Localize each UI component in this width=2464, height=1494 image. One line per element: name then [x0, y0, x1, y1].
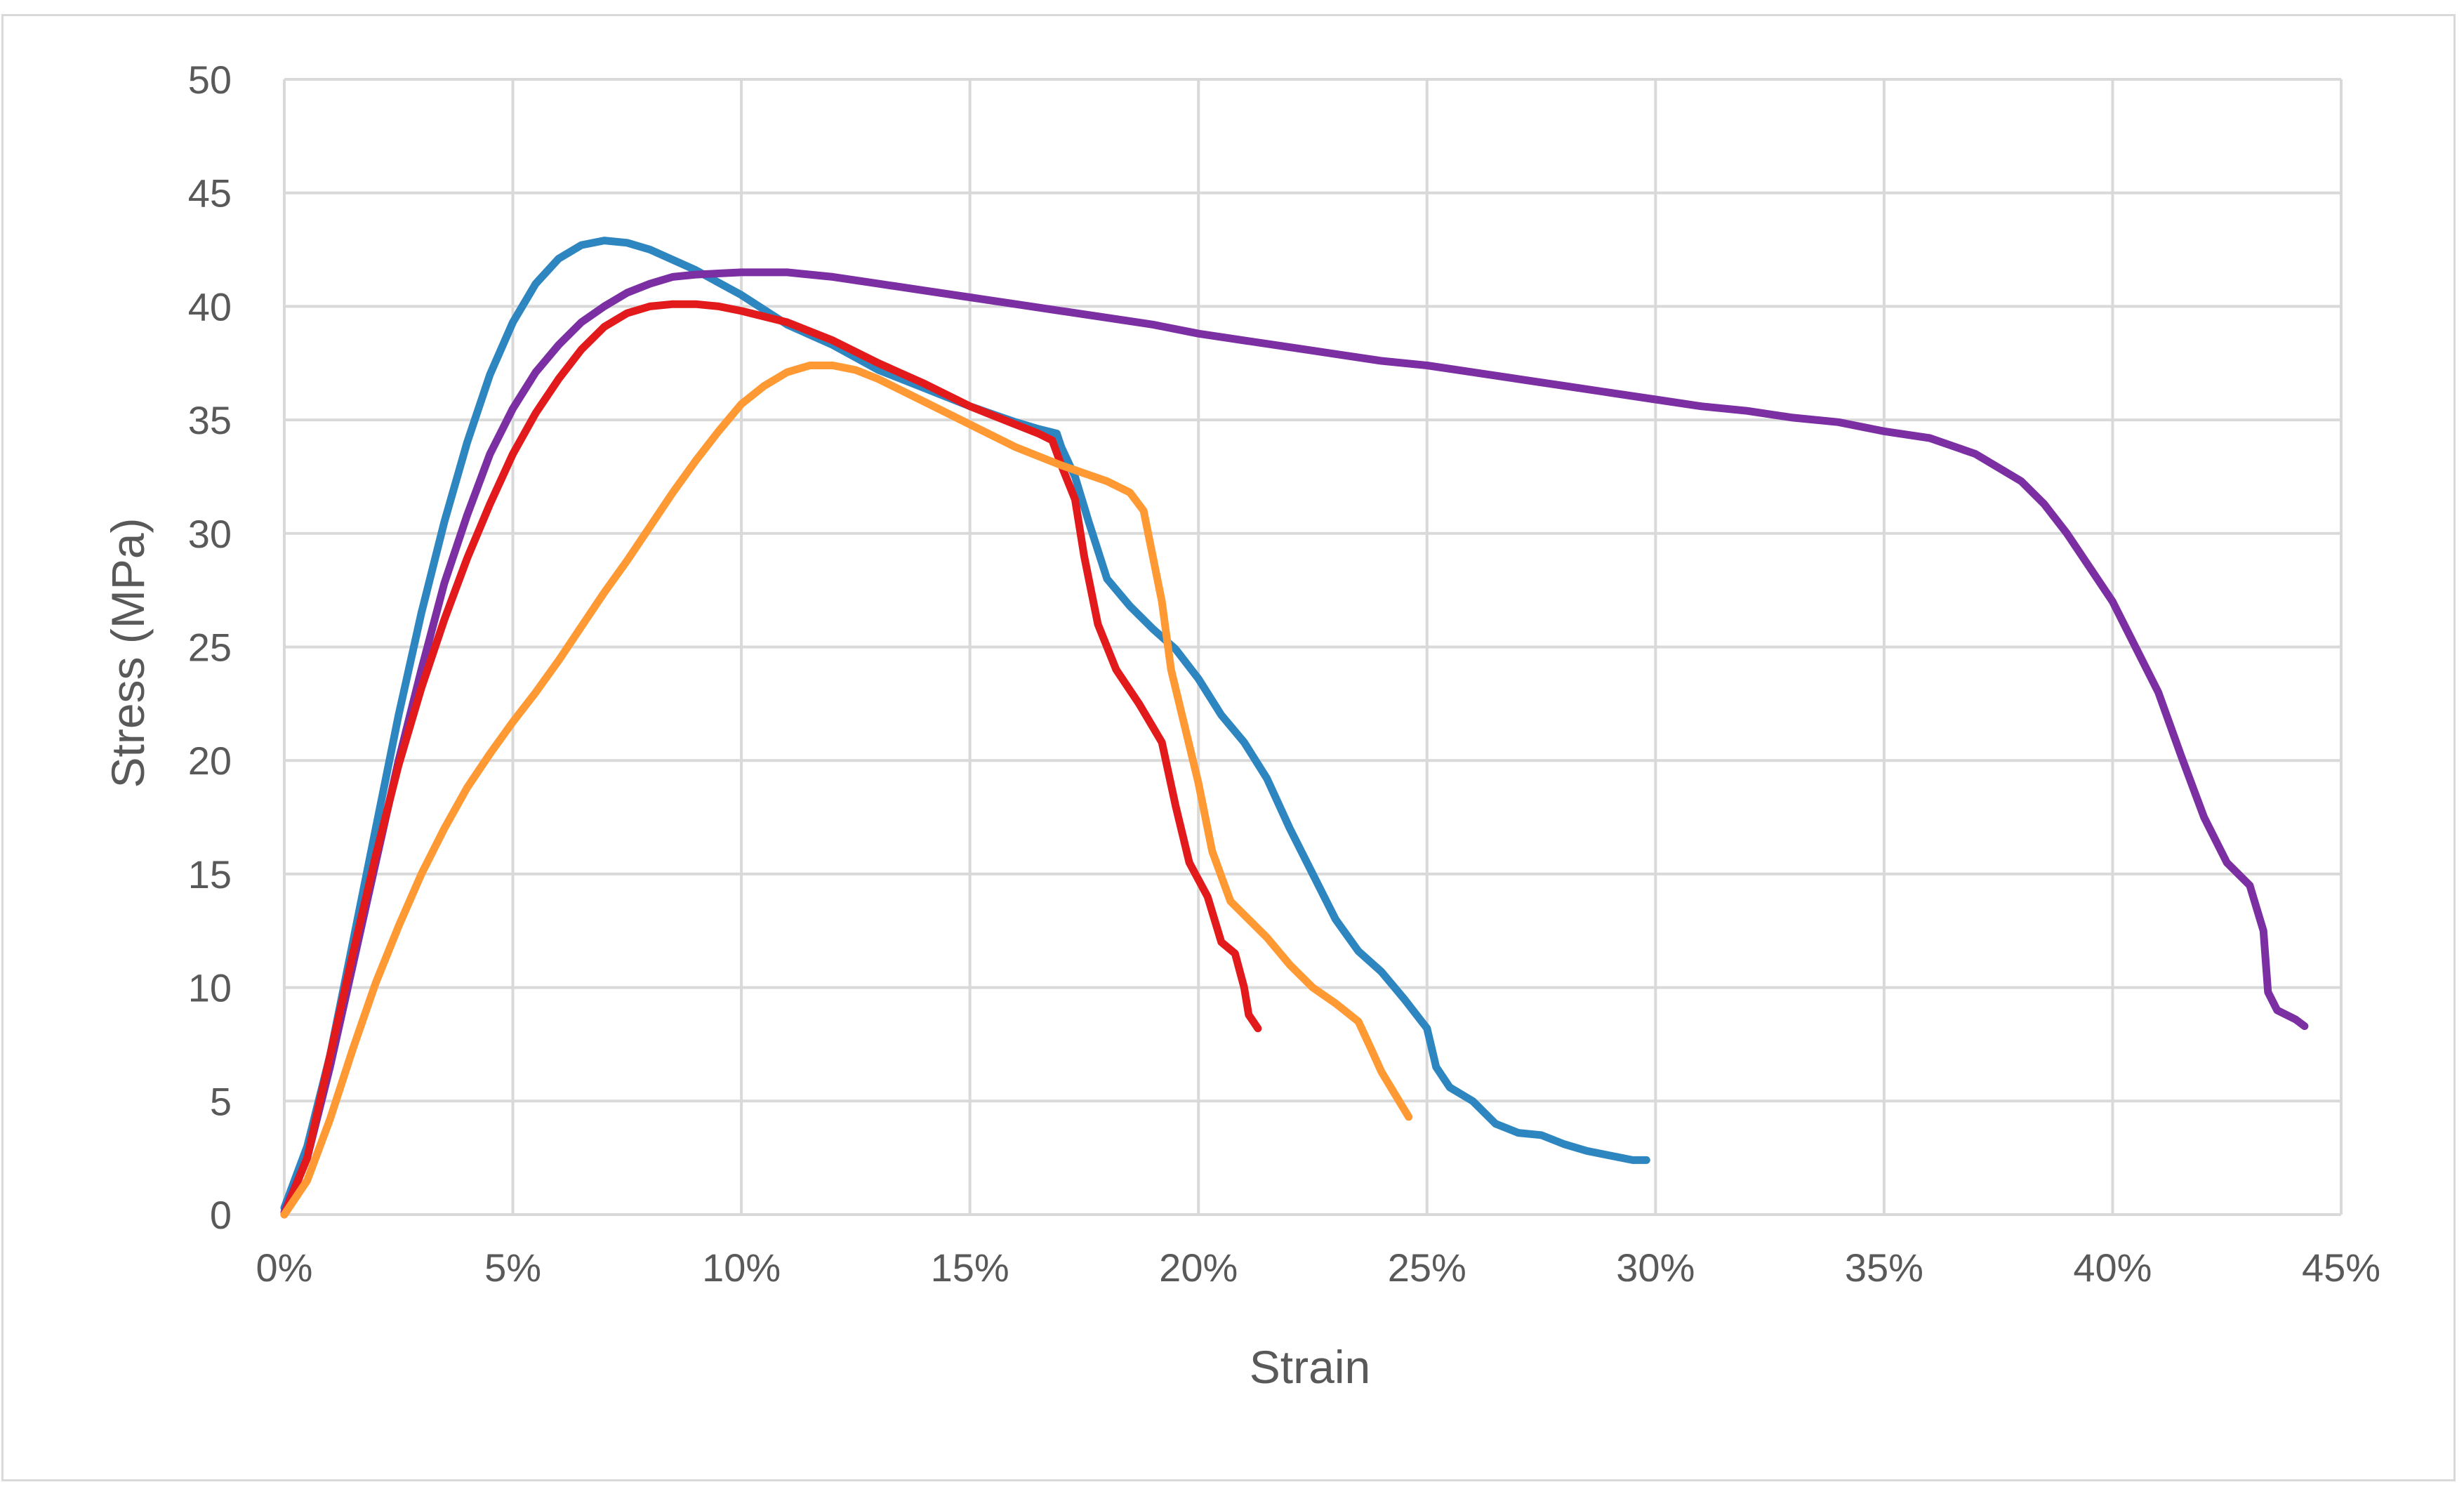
y-axis-title: Stress (MPa) — [102, 517, 154, 788]
y-tick-label: 30 — [188, 512, 232, 556]
series-line-blue — [280, 237, 1650, 1212]
x-tick-label: 45% — [2302, 1245, 2380, 1290]
x-tick-label: 25% — [1388, 1245, 1466, 1290]
series-line-purple — [280, 268, 2309, 1217]
y-tick-label: 50 — [188, 58, 232, 102]
x-tick-label: 0% — [256, 1245, 313, 1290]
x-tick-label: 20% — [1159, 1245, 1238, 1290]
series-line-red — [280, 300, 1262, 1219]
y-tick-label: 0 — [210, 1193, 232, 1237]
x-tick-label: 15% — [931, 1245, 1009, 1290]
x-tick-label: 40% — [2073, 1245, 2152, 1290]
series-line-orange — [280, 362, 1413, 1219]
x-tick-label: 10% — [702, 1245, 781, 1290]
gridlines — [283, 78, 2343, 1216]
y-tick-label: 10 — [188, 966, 232, 1010]
y-tick-label: 25 — [188, 626, 232, 670]
y-tick-label: 35 — [188, 398, 232, 442]
x-axis-ticks: 0% 5% 10% 15% 20% 25% 30% 35% 40% 45% — [256, 1245, 2381, 1290]
y-tick-label: 20 — [188, 739, 232, 783]
x-axis-title: Strain — [1250, 1341, 1370, 1393]
chart-frame — [1, 14, 2456, 1481]
y-tick-label: 15 — [188, 852, 232, 897]
x-tick-label: 5% — [484, 1245, 541, 1290]
y-tick-label: 40 — [188, 284, 232, 329]
x-tick-label: 30% — [1616, 1245, 1695, 1290]
y-tick-label: 45 — [188, 171, 232, 216]
series-lines — [280, 237, 2309, 1219]
x-tick-label: 35% — [1845, 1245, 1923, 1290]
y-axis-ticks: 0 5 10 15 20 25 30 35 40 45 50 — [188, 58, 232, 1237]
y-tick-label: 5 — [210, 1079, 232, 1123]
